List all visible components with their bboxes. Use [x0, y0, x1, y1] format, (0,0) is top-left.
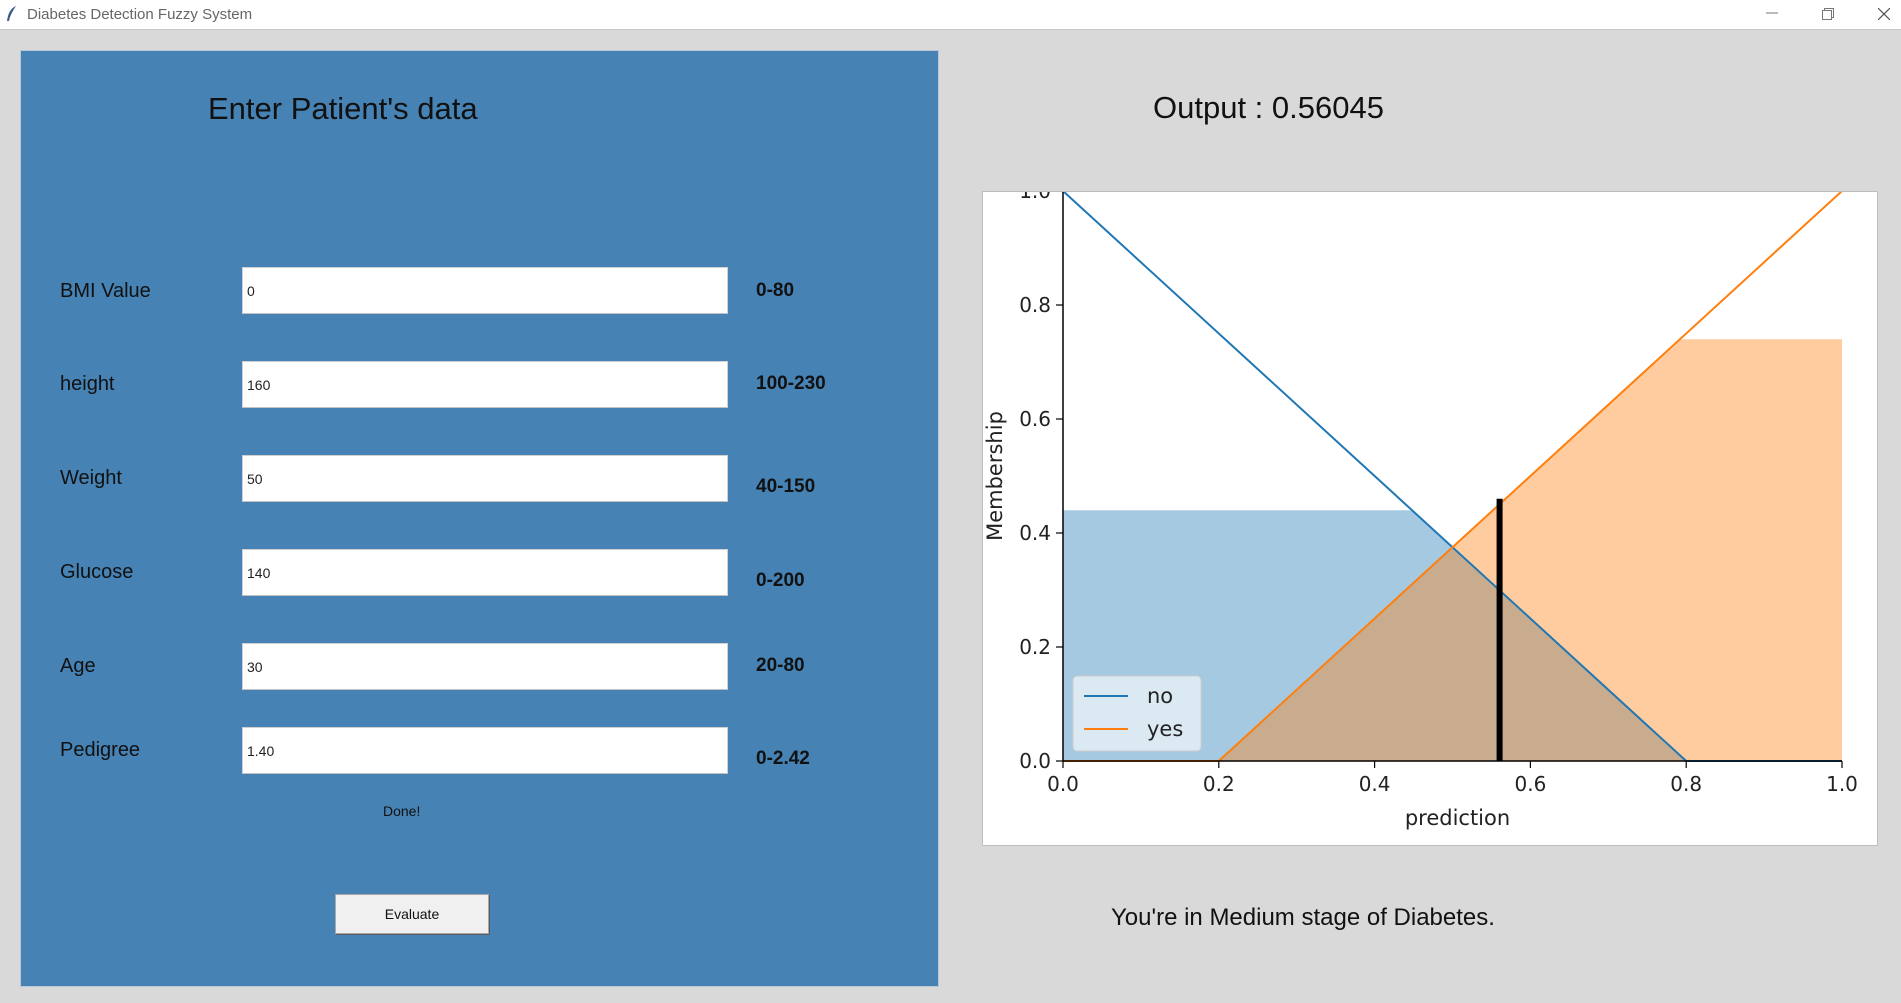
legend-label-yes: yes [1147, 717, 1183, 741]
patient-data-panel: Enter Patient's data BMI Value 0-80 heig… [20, 50, 939, 987]
legend-box [1072, 675, 1202, 752]
y-tick-label: 0.8 [1019, 293, 1051, 317]
feather-icon [7, 6, 16, 21]
height-range: 100-230 [756, 373, 826, 394]
y-tick-label: 0.2 [1019, 635, 1051, 659]
title-bar: Diabetes Detection Fuzzy System [0, 0, 1901, 30]
weight-range: 40-150 [756, 476, 816, 497]
bmi-label: BMI Value [60, 280, 151, 302]
y-tick-label: 0.6 [1019, 407, 1051, 431]
age-range: 20-80 [756, 655, 805, 676]
y-tick-label: 0.0 [1019, 749, 1051, 773]
pedigree-label: Pedigree [60, 739, 141, 761]
glucose-range: 0-200 [756, 570, 805, 591]
activation-fill-yes [1063, 339, 1842, 761]
membership-plot: 0.0 0.2 0.4 0.6 0.8 1.0 0.0 0.2 0.4 0.6 0.8 1.0 pred… [982, 191, 1878, 846]
evaluate-button[interactable]: Evaluate [335, 894, 489, 934]
panel-title: Enter Patient's data [208, 91, 478, 126]
window-title: Diabetes Detection Fuzzy System [27, 6, 253, 23]
age-label: Age [60, 655, 96, 677]
y-axis-title: Membership [983, 411, 1007, 541]
age-input[interactable] [242, 643, 728, 690]
legend-label-no: no [1147, 684, 1173, 708]
glucose-input[interactable] [242, 549, 728, 596]
pedigree-input[interactable] [242, 727, 728, 774]
x-tick-label: 0.8 [1670, 772, 1702, 796]
output-value: Output : 0.56045 [1153, 90, 1384, 125]
x-tick-label: 0.6 [1514, 772, 1546, 796]
diagnosis-result: You're in Medium stage of Diabetes. [1111, 904, 1495, 931]
restore-button[interactable] [1800, 0, 1856, 29]
x-tick-label: 1.0 [1826, 772, 1858, 796]
x-tick-label: 0.4 [1359, 772, 1391, 796]
bmi-range: 0-80 [756, 280, 795, 301]
height-label: height [60, 373, 115, 395]
bmi-input[interactable] [242, 267, 728, 314]
membership-chart: 0.0 0.2 0.4 0.6 0.8 1.0 0.0 0.2 0.4 0.6 0.8 1.0 pred… [983, 192, 1858, 830]
status-text: Done! [383, 803, 421, 819]
close-button[interactable] [1856, 0, 1901, 29]
glucose-label: Glucose [60, 561, 134, 583]
x-tick-label: 0.2 [1203, 772, 1235, 796]
weight-input[interactable] [242, 455, 728, 502]
pedigree-range: 0-2.42 [756, 748, 810, 769]
minimize-button[interactable] [1744, 0, 1800, 29]
activation-fill-no [1063, 510, 1842, 761]
close-icon [1878, 8, 1890, 20]
restore-icon [1822, 8, 1834, 20]
height-input[interactable] [242, 361, 728, 408]
y-tick-label: 0.4 [1019, 521, 1051, 545]
weight-label: Weight [60, 467, 122, 489]
y-tick-label: 1.0 [1019, 192, 1051, 203]
minimize-icon [1766, 12, 1778, 14]
x-axis-title: prediction [1405, 806, 1510, 830]
x-tick-label: 0.0 [1047, 772, 1079, 796]
